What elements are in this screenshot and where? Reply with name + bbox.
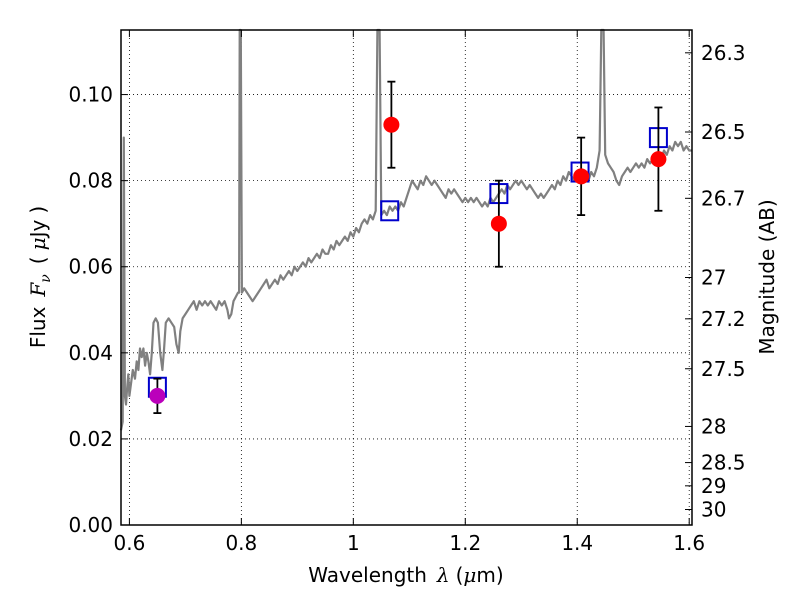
- y-tick-label: 0.02: [68, 427, 113, 451]
- series-layer: [119, 28, 692, 431]
- x-tick-label: 1.2: [449, 531, 481, 555]
- x-tick-label: 0.8: [225, 531, 257, 555]
- x-tick-label: 0.6: [113, 531, 145, 555]
- y2-tick-label: 26.5: [701, 120, 746, 144]
- x-tick-label: 1.6: [673, 531, 705, 555]
- y-axis-label: FluxFν(μJy): [26, 206, 54, 348]
- data-point-marker: [490, 215, 507, 232]
- y-tick-label: 0.08: [68, 169, 113, 193]
- x-tick-label: 1: [347, 531, 360, 555]
- plot-frame: [120, 29, 693, 526]
- y2-tick-label: 27.2: [701, 307, 746, 331]
- grid-lines: [121, 30, 692, 526]
- y2-tick-label: 26.7: [701, 186, 746, 210]
- spectrum-line: [119, 28, 692, 431]
- x-tick-label: 1.4: [561, 531, 593, 555]
- y2-tick-label: 28: [701, 414, 726, 438]
- y2-tick-label: 29: [701, 474, 726, 498]
- y2-tick-label: 27.5: [701, 357, 746, 381]
- x-axis-label: Wavelength λ (μm): [308, 563, 503, 587]
- data-point-marker: [650, 151, 667, 168]
- y-tick-label: 0.10: [68, 83, 113, 107]
- y2-tick-label: 27: [701, 266, 726, 290]
- y-axis: 0.00 0.02 0.04 0.06 0.08 0.10: [68, 83, 128, 537]
- data-point-marker: [383, 116, 400, 133]
- y-tick-label: 0.04: [68, 341, 113, 365]
- y2-tick-label: 30: [701, 498, 726, 522]
- y2-axis-label: Magnitude (AB): [755, 199, 779, 354]
- x-axis: 0.6 0.8 1 1.2 1.4 1.6: [113, 30, 705, 555]
- photometry-square-marker: [380, 200, 400, 222]
- y-tick-label: 0.06: [68, 255, 113, 279]
- data-point-marker: [149, 387, 166, 404]
- y2-tick-label: 26.3: [701, 41, 746, 65]
- y-tick-label: 0.00: [68, 513, 113, 537]
- data-point-marker: [573, 168, 590, 185]
- y2-tick-label: 28.5: [701, 451, 746, 475]
